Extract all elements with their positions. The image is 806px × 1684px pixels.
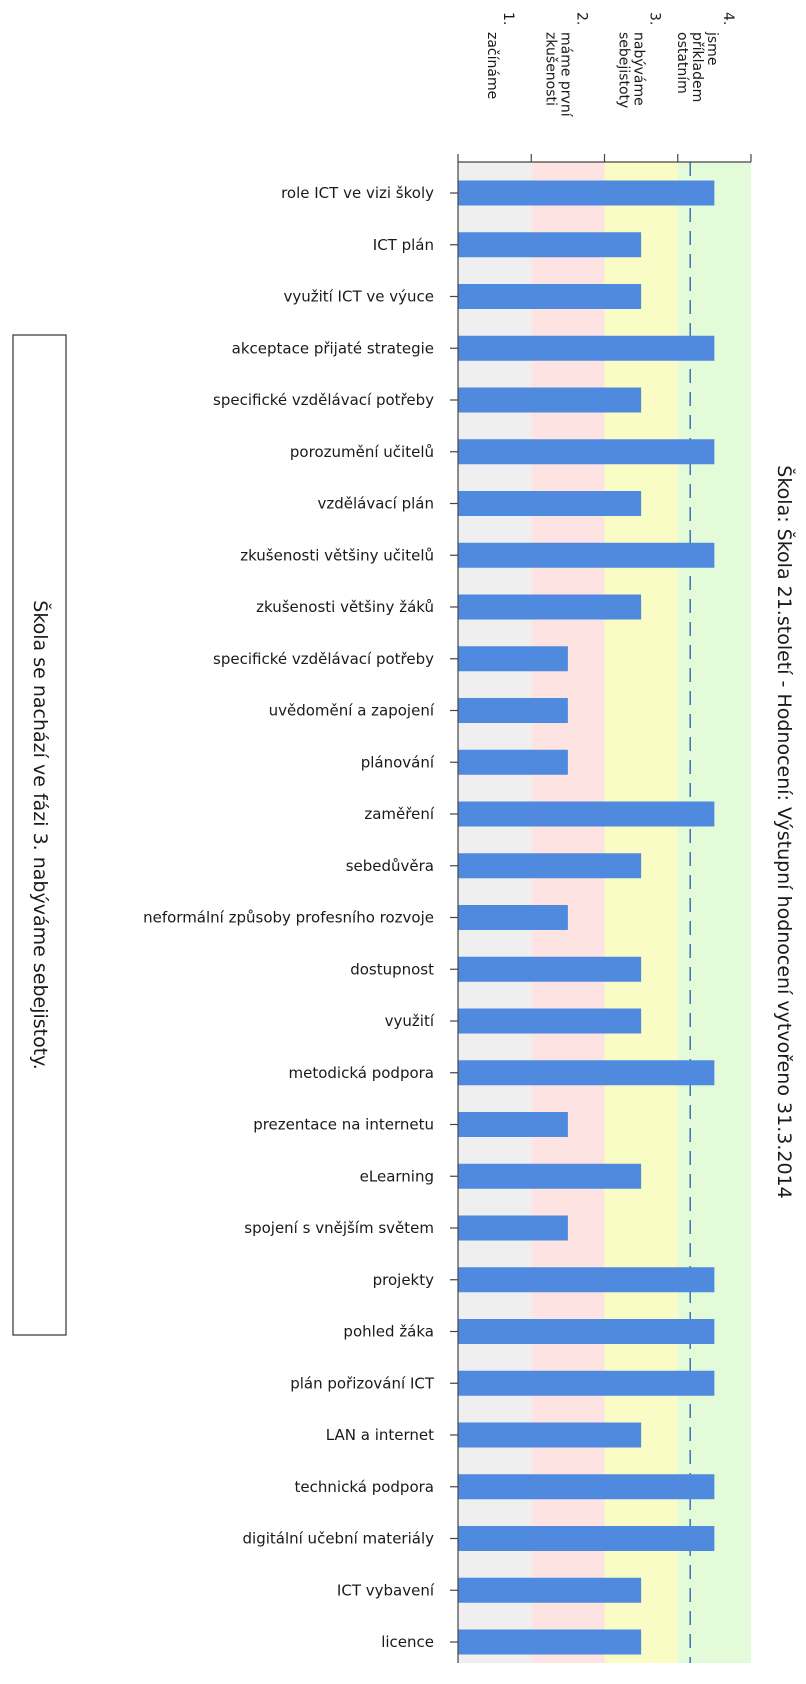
bar — [458, 542, 715, 568]
bar — [458, 1008, 642, 1034]
category-label: plán pořizování ICT — [290, 1374, 435, 1392]
category-label: projekty — [373, 1271, 435, 1289]
level-label-2-line-2: zkušenosti — [542, 32, 558, 106]
bar — [458, 1267, 715, 1293]
level-number-2: 2. — [573, 12, 589, 25]
category-labels: role ICT ve vizi školy ICT plán využití IC… — [143, 184, 435, 1651]
level-label-3-line-1: nabýváme — [631, 32, 647, 106]
level-label-3-line-2: sebejistoty — [616, 32, 632, 108]
category-label: role ICT ve vizi školy — [281, 184, 434, 202]
bar — [458, 491, 642, 516]
bars-group — [458, 180, 715, 1655]
bar — [458, 956, 642, 982]
category-label: ICT vybavení — [337, 1581, 435, 1599]
category-label: plánování — [361, 753, 435, 771]
axes-group — [450, 154, 752, 1663]
level-number-3: 3. — [647, 12, 663, 25]
category-label: pohled žáka — [343, 1323, 434, 1341]
category-label: metodická podpora — [289, 1064, 435, 1082]
bar — [458, 1526, 715, 1551]
category-label: uvědomění a zapojení — [269, 702, 435, 720]
bar — [458, 1060, 715, 1086]
bar — [458, 646, 568, 672]
category-label: eLearning — [360, 1167, 434, 1185]
category-label: spojení s vnějším světem — [244, 1219, 434, 1237]
category-label: zkušenosti většiny žáků — [256, 598, 434, 616]
category-label: licence — [381, 1633, 434, 1651]
bar — [458, 439, 715, 465]
chart-title: Škola: Škola 21.století - Hodnocení: Výs… — [773, 465, 797, 1198]
level-label-2-line-1: máme první — [557, 32, 573, 118]
category-label: zaměření — [364, 805, 434, 823]
category-label: digitální učební materiály — [243, 1530, 435, 1548]
bar — [458, 232, 642, 258]
bar — [458, 335, 715, 361]
category-label: využití — [385, 1012, 435, 1030]
level-label-4-line-3: ostatním — [674, 32, 690, 94]
category-label: specifické vzdělávací potřeby — [213, 391, 434, 409]
bar — [458, 698, 568, 723]
level-label-4-line-1: jsme — [704, 31, 720, 65]
category-label: vzdělávací plán — [318, 495, 435, 513]
category-label: ICT plán — [373, 236, 434, 254]
bar — [458, 749, 568, 775]
bar — [458, 1422, 642, 1448]
bar — [458, 594, 642, 620]
level-number-4: 4. — [720, 12, 736, 25]
category-label: prezentace na internetu — [253, 1116, 434, 1134]
bar — [458, 1474, 715, 1500]
category-label: specifické vzdělávací potřeby — [213, 650, 434, 668]
category-label: akceptace přijaté strategie — [232, 339, 434, 357]
bar — [458, 801, 715, 827]
bar — [458, 1370, 715, 1396]
category-label: využití ICT ve výuce — [283, 288, 434, 306]
level-label-1-line-1: začínáme — [484, 32, 500, 99]
bar — [458, 180, 715, 206]
category-label: LAN a internet — [326, 1426, 434, 1444]
bar — [458, 1163, 642, 1189]
bar — [458, 1577, 642, 1603]
bar — [458, 387, 642, 413]
category-label: technická podpora — [295, 1478, 434, 1496]
category-label: zkušenosti většiny učitelů — [240, 546, 434, 564]
category-label: neformální způsoby profesního rozvoje — [143, 909, 434, 927]
bar — [458, 905, 568, 930]
note-box — [12, 334, 67, 1336]
level-band-4 — [677, 162, 751, 1663]
level-label-4-line-2: příkladem — [689, 32, 705, 102]
bar — [458, 1319, 715, 1344]
bar — [458, 1215, 568, 1241]
category-label: sebedůvěra — [346, 857, 434, 875]
category-label: dostupnost — [350, 960, 434, 978]
bar — [458, 1629, 642, 1655]
bar — [458, 853, 642, 879]
bar — [458, 1112, 568, 1137]
phase-note: Škola se nachází ve fázi 3. nabýváme seb… — [29, 600, 53, 1069]
category-label: porozumění učitelů — [290, 443, 434, 461]
level-number-1: 1. — [500, 12, 516, 25]
bar — [458, 284, 642, 309]
